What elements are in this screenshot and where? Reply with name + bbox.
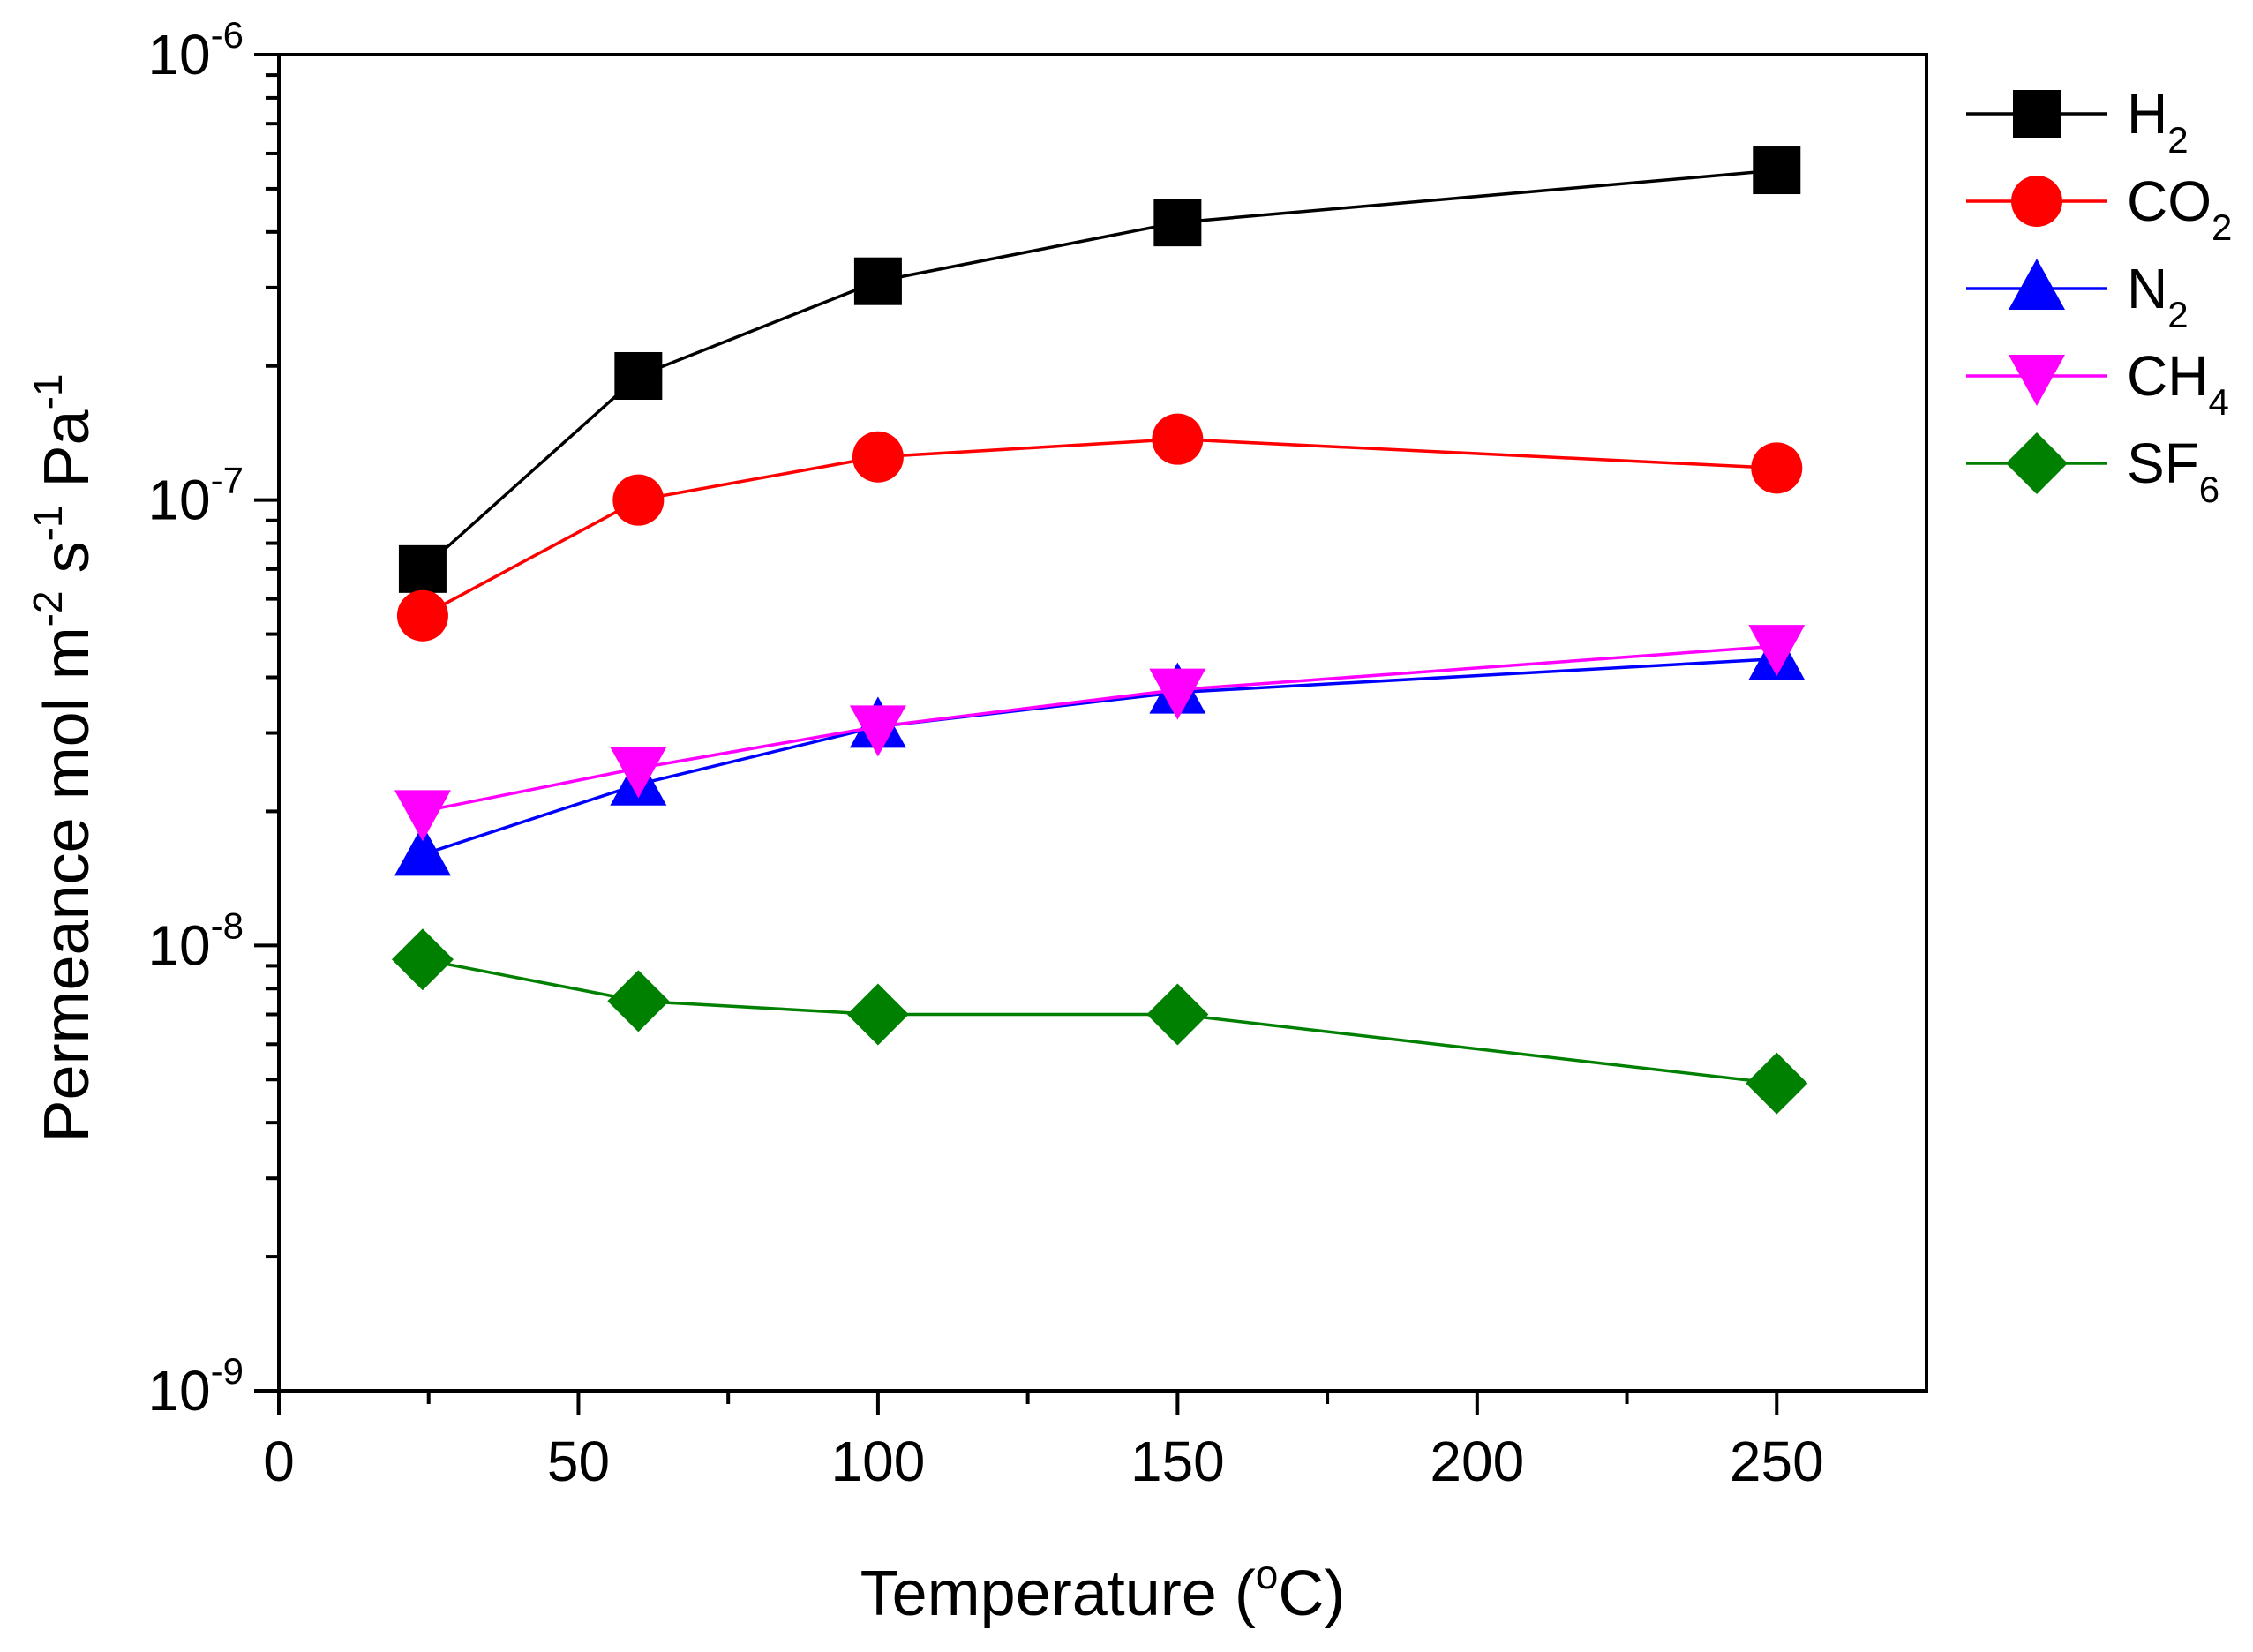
legend-marker (2011, 176, 2062, 227)
data-point-CH4 (394, 790, 451, 842)
data-point-CO2 (1751, 442, 1803, 494)
x-title-text: C) (1278, 1558, 1345, 1629)
y-tick-exponent: -6 (211, 14, 244, 56)
y-tick-label: 10-8 (147, 905, 244, 977)
y-title-text: Permeance mol m (32, 627, 102, 1142)
x-tick-label: 250 (1730, 1430, 1824, 1493)
x-tick-label: 200 (1430, 1430, 1524, 1493)
data-point-SF6 (1146, 983, 1209, 1046)
legend-item-N2: N2 (1966, 257, 2189, 335)
axis-ticks (254, 53, 1779, 1415)
y-tick-exponent: -7 (211, 460, 244, 501)
legend-item-CH4: CH4 (1966, 344, 2229, 423)
y-title-superscript: -1 (25, 505, 71, 541)
x-tick-label: 150 (1130, 1430, 1225, 1493)
data-point-CO2 (612, 474, 665, 526)
x-title-superscript: o (1256, 1551, 1279, 1597)
y-title-superscript: -2 (25, 590, 71, 627)
y-title-text: Pa (32, 409, 102, 505)
legend-marker (2009, 259, 2065, 310)
data-point-CH4 (610, 747, 667, 799)
legend-label-subscript: 6 (2199, 469, 2219, 510)
y-tick-label: 10-9 (147, 1350, 244, 1423)
data-point-H2 (614, 351, 663, 400)
data-point-CH4 (1748, 625, 1806, 677)
x-tick-label: 50 (547, 1430, 610, 1493)
legend-item-CO2: CO2 (1966, 169, 2232, 248)
x-tick-label: 0 (263, 1430, 295, 1493)
data-point-SF6 (607, 970, 670, 1032)
y-tick-base: 10 (147, 1359, 210, 1423)
y-tick-exponent: -8 (211, 905, 244, 946)
legend-label: SF6 (2127, 432, 2219, 510)
y-tick-base: 10 (147, 913, 210, 977)
legend-label-text: N (2127, 257, 2167, 320)
plot-area (277, 53, 1928, 1393)
legend-label-subscript: 2 (2167, 119, 2188, 161)
y-tick-base: 10 (147, 23, 210, 86)
data-point-SF6 (846, 983, 909, 1046)
series-CO2 (396, 413, 1803, 642)
plot-frame (277, 53, 1928, 1393)
series-CH4 (394, 625, 1806, 842)
legend-label-subscript: 4 (2208, 381, 2228, 423)
y-tick-base: 10 (147, 469, 210, 532)
legend-label-text: SF (2127, 432, 2199, 495)
series-SF6 (391, 928, 1808, 1115)
data-point-CO2 (852, 431, 904, 483)
y-axis-title: Permeance mol m-2 s-1 Pa-1 (25, 373, 102, 1142)
y-tick-label: 10-6 (147, 14, 244, 86)
series-H2 (398, 146, 1801, 593)
data-point-SF6 (1746, 1052, 1808, 1115)
data-point-CO2 (396, 589, 448, 642)
legend-label: CO2 (2127, 169, 2232, 248)
legend-item-H2: H2 (1966, 82, 2189, 161)
data-point-H2 (853, 257, 902, 305)
legend-marker (2013, 90, 2061, 138)
legend-label-subscript: 2 (2167, 294, 2188, 335)
legend-label: H2 (2127, 82, 2189, 161)
series-group (391, 146, 1808, 1115)
data-point-CH4 (849, 705, 906, 757)
y-tick-labels: 10-910-810-710-6 (147, 14, 244, 1423)
legend-marker (2009, 355, 2065, 406)
y-tick-exponent: -9 (211, 1350, 244, 1392)
legend-label: CH4 (2127, 344, 2229, 423)
data-point-CO2 (1152, 413, 1204, 465)
legend-label-text: H (2127, 82, 2167, 146)
y-title-text: s (32, 541, 102, 590)
x-tick-label: 100 (831, 1430, 926, 1493)
data-point-CH4 (1149, 668, 1206, 720)
legend-label: N2 (2127, 257, 2189, 335)
x-tick-labels: 0 50 100 150 200 250 (263, 1430, 1823, 1493)
data-point-H2 (1753, 146, 1801, 195)
x-title-text: Temperature ( (860, 1558, 1256, 1629)
data-point-H2 (1153, 199, 1202, 247)
legend-label-subscript: 2 (2212, 206, 2232, 248)
data-point-SF6 (391, 928, 454, 991)
legend-marker (2006, 432, 2068, 494)
y-tick-label: 10-7 (147, 460, 244, 532)
legend-item-SF6: SF6 (1966, 432, 2219, 510)
y-title-superscript: -1 (25, 373, 71, 409)
legend-label-text: CO (2127, 169, 2212, 233)
legend-label-text: CH (2127, 344, 2208, 408)
data-point-H2 (398, 544, 447, 593)
x-axis-title: Temperature (oC) (860, 1551, 1346, 1629)
data-point-N2 (394, 824, 451, 876)
